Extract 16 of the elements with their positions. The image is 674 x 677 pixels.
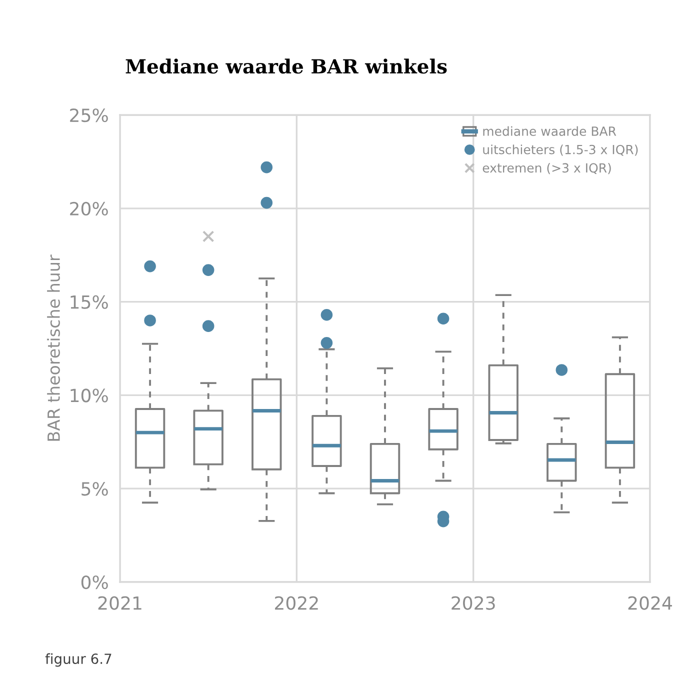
y-tick-label: 5% — [82, 482, 108, 496]
text: figuur 6.7 — [45, 653, 112, 667]
x-tick-label: 2024 — [628, 596, 672, 610]
x-tick-label: 2022 — [275, 596, 318, 610]
y-tick-label: 15% — [70, 295, 108, 309]
legend-label: extremen (>3 x IQR) — [482, 162, 611, 174]
y-tick-label: 20% — [70, 202, 108, 216]
x-tick-label: 2021 — [98, 596, 142, 610]
chart-title: Mediane waarde BAR winkels — [126, 58, 447, 74]
y-tick-label: 25% — [70, 108, 108, 122]
x-tick-label: 2023 — [452, 596, 495, 610]
y-tick-label: 10% — [70, 388, 108, 402]
legend-label: uitschieters (1.5-3 x IQR) — [483, 144, 638, 156]
legend-label: mediane waarde BAR — [483, 126, 616, 136]
y-axis-title: BAR theoretische huur — [47, 254, 60, 441]
y-tick-label: 0% — [81, 575, 108, 590]
